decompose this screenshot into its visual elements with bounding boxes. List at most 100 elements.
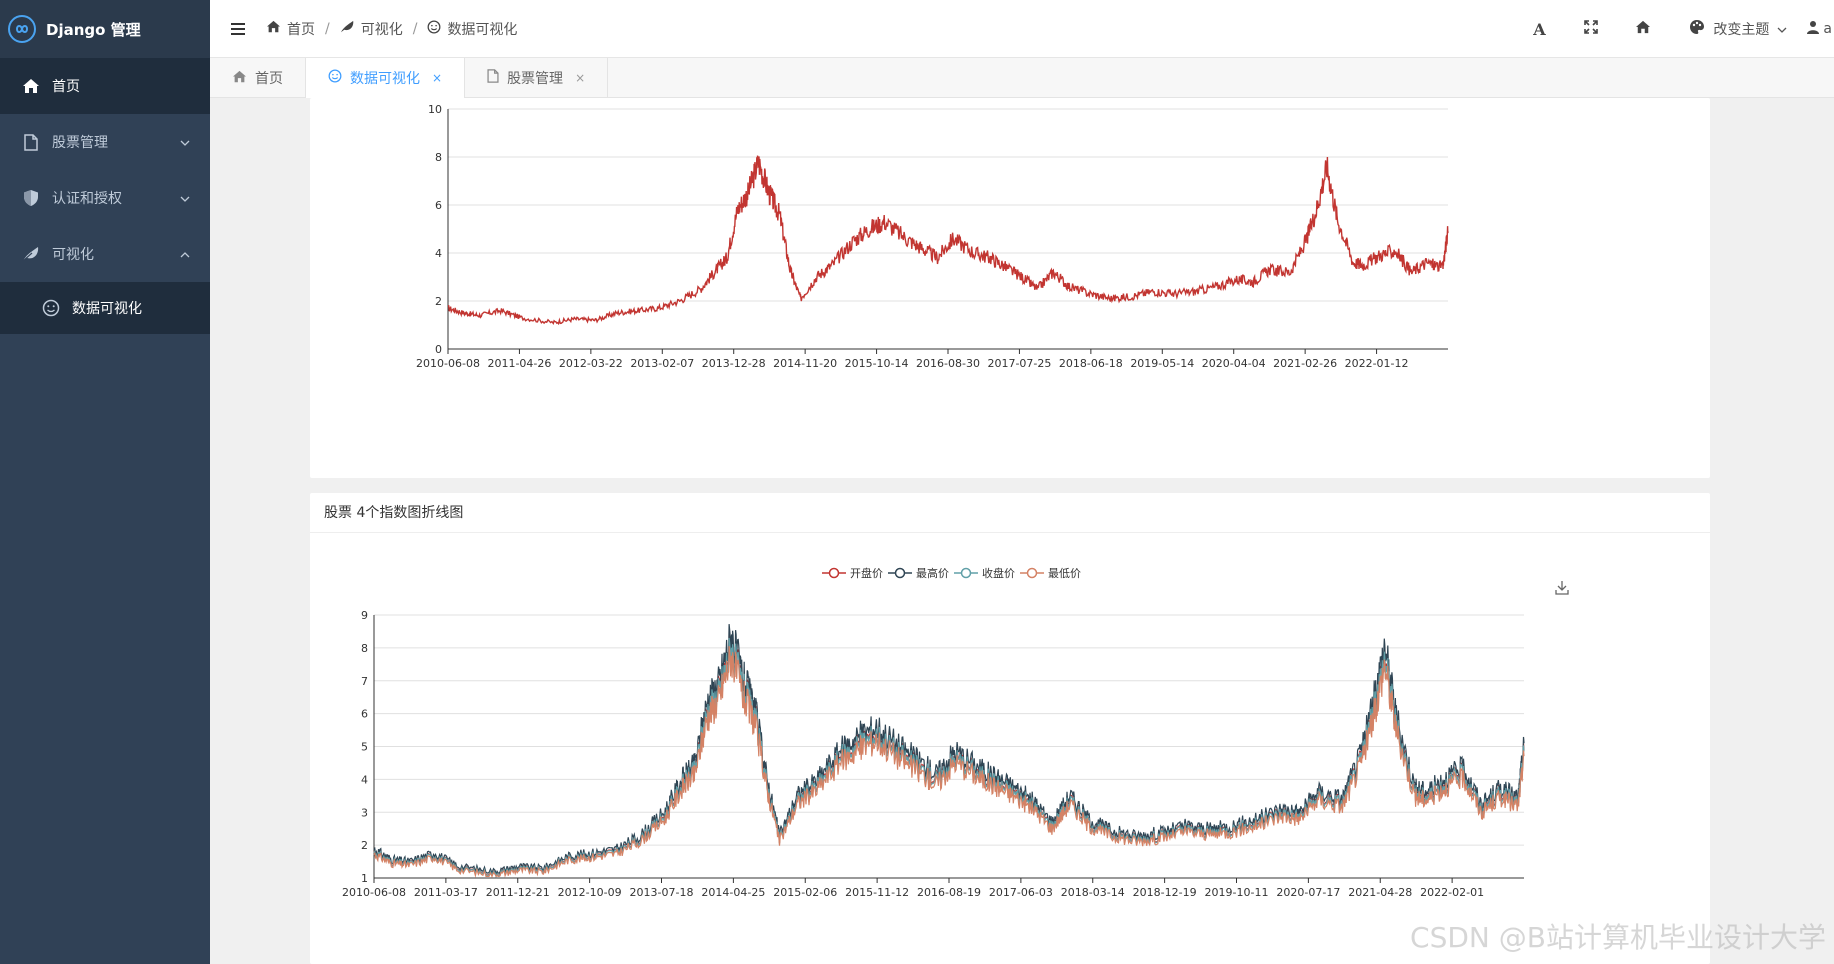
tab-label: 股票管理: [507, 71, 564, 87]
breadcrumb-separator: /: [412, 20, 418, 37]
x-tick-label: 2019-10-11: [1205, 886, 1269, 899]
header-tools: A 改变主题 a: [1513, 0, 1834, 58]
sidebar-item-label: 股票管理: [52, 135, 108, 151]
y-tick-label: 2: [361, 839, 368, 852]
y-tick-label: 2: [435, 295, 442, 308]
series-line-0: [373, 635, 1525, 878]
x-tick-label: 2014-04-25: [701, 886, 765, 899]
theme-label: 改变主题: [1713, 22, 1770, 38]
shield-icon: [22, 189, 40, 207]
x-tick-label: 2011-04-26: [487, 357, 551, 370]
x-tick-label: 2013-07-18: [630, 886, 694, 899]
home-button[interactable]: [1617, 0, 1669, 58]
brand[interactable]: Django 管理: [0, 0, 210, 58]
close-icon[interactable]: ×: [575, 71, 586, 85]
tab-label: 数据可视化: [350, 71, 420, 87]
y-tick-label: 8: [435, 151, 442, 164]
sidebar-item-label: 数据可视化: [72, 301, 142, 317]
x-tick-label: 2016-08-30: [916, 357, 980, 370]
user-menu[interactable]: a: [1807, 20, 1834, 38]
tab-home[interactable]: 首页: [210, 58, 306, 98]
series-line-3: [373, 646, 1525, 878]
series-line-2: [373, 637, 1525, 879]
y-tick-label: 9: [361, 609, 368, 622]
x-tick-label: 2012-10-09: [558, 886, 622, 899]
x-tick-label: 2010-06-08: [416, 357, 480, 370]
sidebar-item-home[interactable]: 首页: [0, 58, 210, 114]
chart-card-1: 0 2 4 6 8 10 2010-06-08 2011-04-26 2012-03-22 201…: [310, 98, 1710, 478]
x-tick-label: 2017-07-25: [987, 357, 1051, 370]
fullscreen-button[interactable]: [1565, 0, 1617, 58]
menu-toggle-icon[interactable]: [210, 0, 266, 57]
x-tick-label: 2021-02-26: [1273, 357, 1337, 370]
home-icon: [232, 70, 247, 87]
sidebar-submenu: 数据可视化: [0, 282, 210, 334]
tab-data-visualization[interactable]: 数据可视化 ×: [306, 58, 466, 98]
x-tick-label: 2013-02-07: [630, 357, 694, 370]
top-header: 首页 / 可视化 / 数据可视化 A 改变主题 a: [210, 0, 1834, 58]
breadcrumb: 首页 / 可视化 / 数据可视化: [266, 19, 517, 39]
x-tick-label: 2015-10-14: [845, 357, 909, 370]
tab-label: 首页: [255, 71, 283, 87]
x-tick-label: 2018-12-19: [1133, 886, 1197, 899]
y-tick-label: 10: [428, 103, 442, 116]
legend-label: 最低价: [1048, 567, 1081, 580]
breadcrumb-separator: /: [325, 20, 330, 37]
legend-item[interactable]: 最高价: [888, 566, 949, 580]
y-tick-label: 3: [361, 806, 368, 819]
sidebar-item-auth[interactable]: 认证和授权: [0, 170, 210, 226]
x-tick-label: 2018-06-18: [1059, 357, 1123, 370]
y-tick-label: 0: [435, 343, 442, 356]
font-size-button[interactable]: A: [1513, 0, 1565, 58]
sidebar-item-visualization[interactable]: 可视化: [0, 226, 210, 282]
legend-label: 收盘价: [982, 566, 1015, 580]
x-tick-label: 2016-08-19: [917, 886, 981, 899]
chevron-down-icon: [180, 190, 190, 206]
y-tick-label: 7: [361, 675, 368, 688]
sidebar-item-stock-management[interactable]: 股票管理: [0, 114, 210, 170]
home-icon: [266, 20, 281, 37]
close-icon[interactable]: ×: [432, 71, 443, 85]
user-name: a: [1823, 21, 1832, 37]
x-tick-label: 2015-11-12: [845, 886, 909, 899]
x-tick-label: 2022-01-12: [1345, 357, 1409, 370]
x-tick-label: 2012-03-22: [559, 357, 623, 370]
x-tick-label: 2021-04-28: [1348, 886, 1412, 899]
theme-switch-dropdown[interactable]: 改变主题: [1669, 19, 1807, 39]
legend-item[interactable]: 最低价: [1020, 567, 1081, 580]
x-tick-label: 2015-02-06: [773, 886, 837, 899]
legend-item[interactable]: 收盘价: [954, 566, 1015, 580]
breadcrumb-item[interactable]: 可视化: [360, 21, 403, 38]
sidebar-item-data-visualization[interactable]: 数据可视化: [0, 282, 210, 334]
leaf-icon: [22, 245, 40, 263]
y-tick-label: 1: [361, 872, 368, 885]
breadcrumb-item[interactable]: 首页: [287, 21, 315, 38]
smile-icon: [427, 20, 441, 38]
sidebar: Django 管理 首页 股票管理 认证和授权 可视化: [0, 0, 210, 964]
y-tick-label: 6: [435, 199, 442, 212]
x-tick-label: 2020-04-04: [1202, 357, 1266, 370]
legend-marker: [828, 567, 840, 579]
chevron-down-icon: [180, 134, 190, 150]
y-tick-label: 4: [361, 773, 368, 786]
legend-item[interactable]: 开盘价: [822, 566, 883, 580]
smile-icon: [328, 69, 342, 87]
x-tick-label: 2017-06-03: [989, 886, 1053, 899]
user-icon: [1807, 20, 1820, 38]
series-line-price: [448, 155, 1449, 326]
x-tick-label: 2022-02-01: [1420, 886, 1484, 899]
leaf-icon: [340, 20, 355, 37]
breadcrumb-item-current: 数据可视化: [447, 21, 518, 38]
brand-title: Django 管理: [46, 20, 141, 39]
tab-stock-management[interactable]: 股票管理 ×: [465, 58, 609, 98]
ohlc-line-chart: 1 2 3 4 5 6 7 8 9 2010-06-08 2011-03-17 2011-12-21 2…: [342, 566, 1569, 899]
main-content: 0 2 4 6 8 10 2010-06-08 2011-04-26 2012-03-22 201…: [210, 98, 1834, 964]
legend-marker: [960, 567, 972, 579]
x-tick-label: 2010-06-08: [342, 886, 406, 899]
y-tick-label: 8: [361, 642, 368, 655]
django-logo-icon: [8, 15, 36, 43]
file-icon: [487, 69, 499, 87]
palette-icon: [1689, 19, 1705, 39]
download-icon[interactable]: [1555, 581, 1569, 595]
legend-marker: [894, 567, 906, 579]
